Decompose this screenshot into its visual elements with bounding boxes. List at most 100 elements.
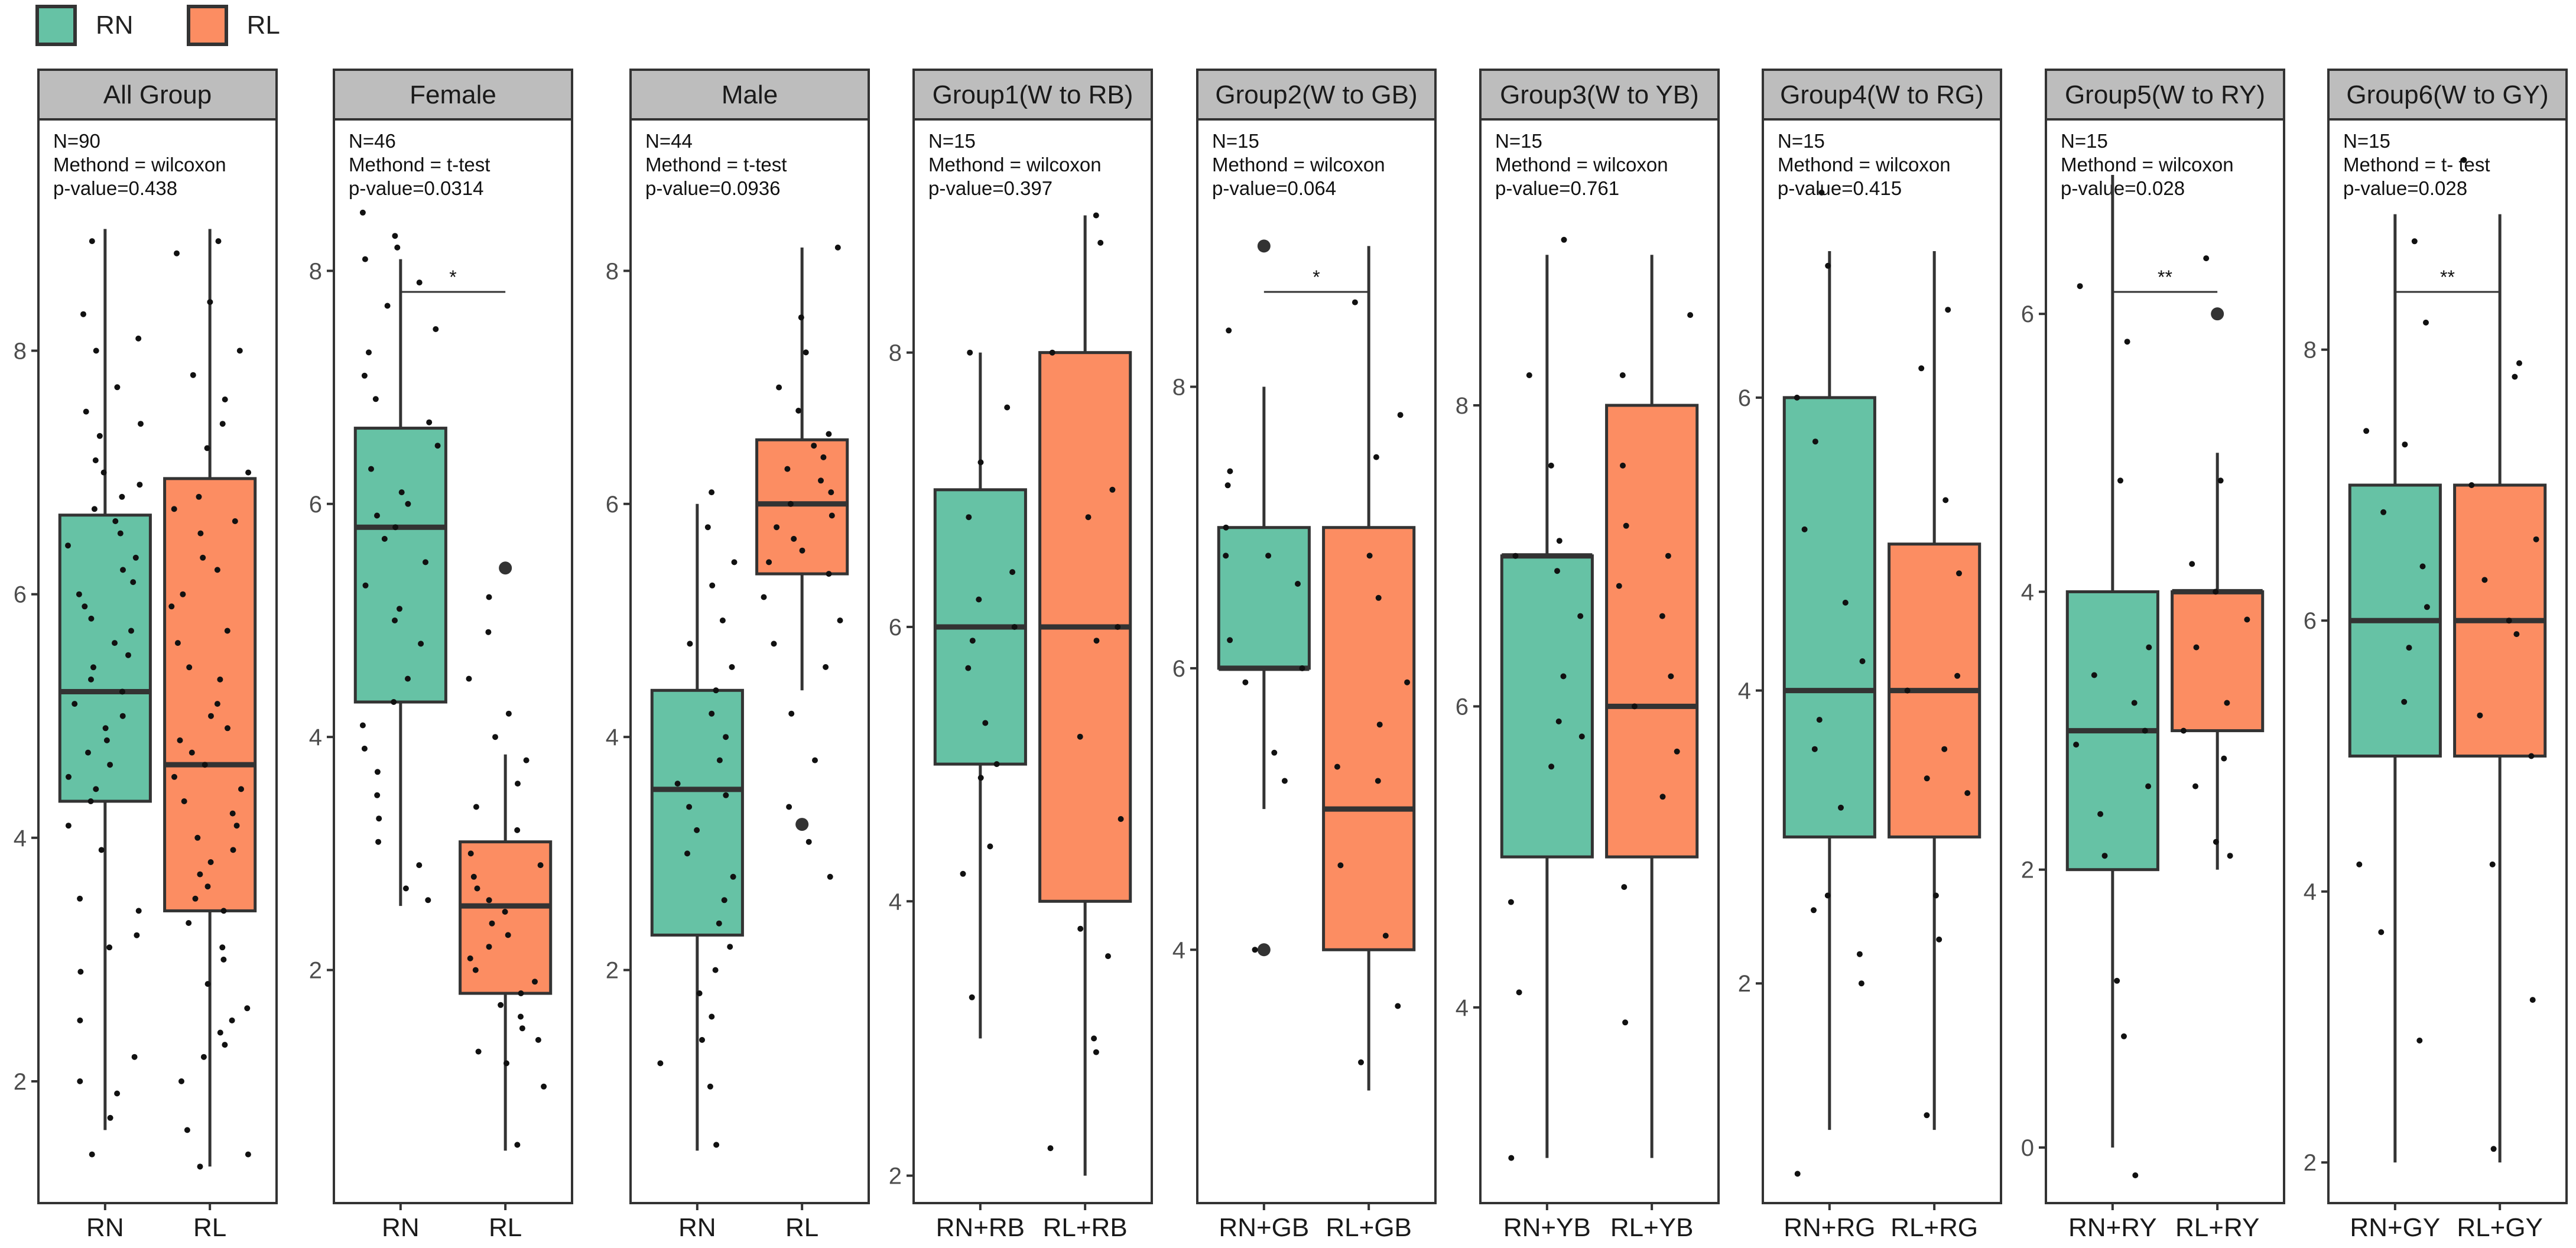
data-point (776, 384, 782, 391)
data-point (1859, 658, 1866, 664)
data-point (107, 762, 113, 768)
data-point (2131, 700, 2138, 706)
panel-plot-area (629, 118, 870, 1204)
data-point (1668, 673, 1674, 680)
significance-label: ** (2440, 266, 2455, 288)
data-point (2224, 700, 2230, 706)
legend-swatch-rn (35, 5, 77, 46)
box-iqr (58, 514, 152, 803)
data-point (723, 734, 729, 740)
legend-item-rl[interactable]: RL (186, 5, 280, 46)
annotation-pvalue: p-value=0.028 (2343, 177, 2467, 199)
data-point (485, 629, 492, 635)
data-point (505, 710, 512, 717)
data-point (2203, 255, 2210, 262)
x-category-label: RL+GB (1326, 1213, 1412, 1242)
data-point (1373, 454, 1379, 460)
box-rn (933, 349, 1027, 1039)
data-point (1115, 624, 1121, 630)
data-point (2142, 727, 2148, 734)
data-point (220, 956, 227, 963)
data-point (2146, 644, 2152, 651)
annotation-n: N=15 (1212, 130, 1259, 152)
data-point (467, 850, 474, 857)
data-point (515, 781, 521, 787)
data-point (2132, 1172, 2139, 1178)
y-tick-label: 6 (606, 492, 619, 518)
data-point (1009, 569, 1016, 576)
y-tick-label: 8 (14, 339, 27, 365)
annotation-method: Methond = wilcoxon (928, 154, 1102, 176)
data-point (1956, 570, 1962, 577)
data-point (359, 209, 366, 216)
annotation-pvalue: p-value=0.415 (1778, 177, 1902, 199)
data-point (498, 1002, 504, 1008)
data-point (374, 769, 381, 775)
x-category-label: RN+RB (936, 1213, 1025, 1242)
data-point (93, 347, 99, 354)
data-point (784, 466, 791, 472)
data-point (719, 618, 726, 623)
data-point (1526, 372, 1532, 378)
data-point (1375, 594, 1382, 601)
y-tick-label: 6 (2304, 608, 2317, 634)
data-point (1404, 679, 1411, 685)
box-iqr (1605, 404, 1699, 859)
data-point (1619, 372, 1626, 378)
data-point (418, 641, 424, 647)
data-point (2097, 811, 2104, 817)
data-point (184, 1127, 190, 1133)
data-point (1224, 482, 1231, 489)
data-point (1516, 989, 1522, 996)
data-point (1577, 613, 1584, 619)
data-point (827, 873, 833, 880)
data-point (1376, 722, 1383, 728)
data-point (2468, 482, 2475, 488)
annotation-method: Methond = wilcoxon (53, 154, 226, 176)
data-point (541, 1083, 547, 1090)
data-point (2189, 561, 2195, 567)
data-point (1109, 486, 1116, 493)
data-point (1858, 980, 1864, 987)
data-point (233, 823, 240, 829)
data-point (225, 725, 230, 732)
box-iqr (1782, 396, 1876, 838)
data-point (1816, 717, 1823, 723)
data-point (2516, 360, 2522, 366)
data-point (1093, 212, 1099, 219)
data-point (704, 524, 711, 531)
data-point (1825, 262, 1831, 269)
data-point (207, 859, 214, 865)
data-point (208, 713, 214, 719)
x-category-label: RL+GY (2457, 1213, 2543, 1242)
data-point (1620, 462, 1626, 469)
data-point (1242, 679, 1249, 685)
data-point (392, 618, 398, 623)
data-point (1578, 733, 1585, 740)
x-category-label: RL+RB (1043, 1213, 1128, 1242)
data-point (66, 774, 72, 780)
data-point (361, 372, 368, 379)
data-point (799, 547, 805, 554)
data-point (1077, 733, 1083, 740)
annotation-method: Methond = t-test (645, 154, 787, 176)
panel-plot-area (1479, 118, 1720, 1204)
data-point (177, 737, 183, 743)
data-point (731, 559, 738, 566)
legend-item-rn[interactable]: RN (35, 5, 134, 46)
box-rl (2171, 255, 2265, 870)
data-point (2180, 727, 2187, 734)
data-point (834, 244, 841, 251)
box-rl (1888, 251, 1981, 1130)
data-point (1622, 1019, 1629, 1026)
annotation-n: N=15 (2343, 130, 2390, 152)
significance-label: * (449, 266, 456, 288)
data-point (1794, 1171, 1801, 1177)
legend-label-rn: RN (96, 11, 134, 40)
data-point (837, 618, 843, 623)
